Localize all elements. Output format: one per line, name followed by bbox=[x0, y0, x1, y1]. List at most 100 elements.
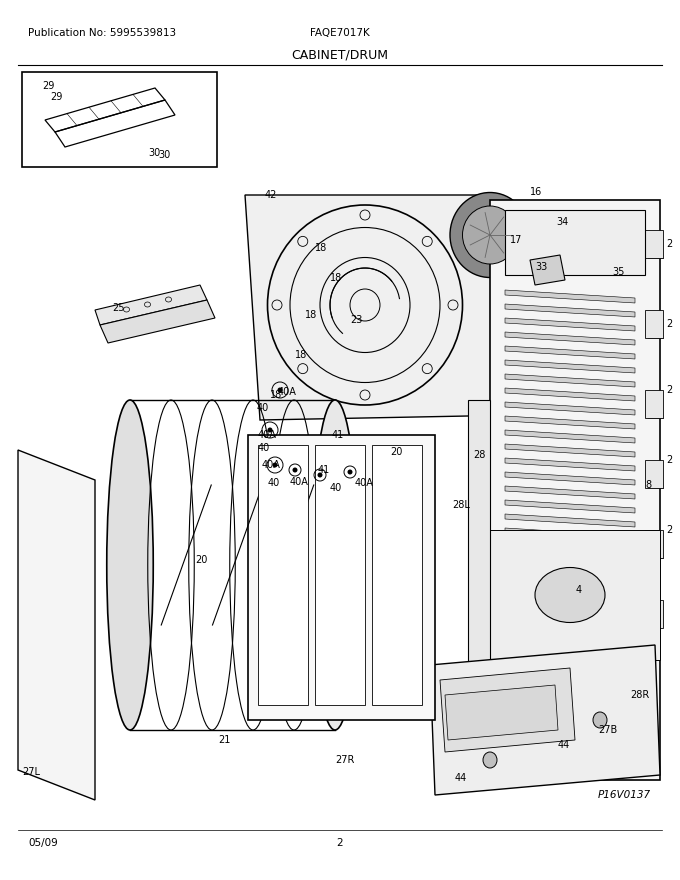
Polygon shape bbox=[505, 304, 635, 317]
Text: 28R: 28R bbox=[630, 690, 649, 700]
Polygon shape bbox=[505, 346, 635, 359]
Ellipse shape bbox=[593, 712, 607, 728]
Polygon shape bbox=[505, 528, 635, 541]
Text: 21: 21 bbox=[218, 735, 231, 745]
Ellipse shape bbox=[311, 400, 358, 730]
Polygon shape bbox=[505, 514, 635, 527]
Text: P16V0137: P16V0137 bbox=[598, 790, 651, 800]
Polygon shape bbox=[445, 685, 558, 740]
Text: 40A: 40A bbox=[278, 387, 297, 397]
Bar bbox=[645, 600, 663, 628]
Polygon shape bbox=[248, 435, 435, 720]
Polygon shape bbox=[505, 640, 635, 653]
Polygon shape bbox=[505, 472, 635, 485]
Text: 4: 4 bbox=[576, 585, 582, 595]
Text: FAQE7017K: FAQE7017K bbox=[310, 28, 370, 38]
Ellipse shape bbox=[483, 752, 497, 768]
Text: 2: 2 bbox=[666, 525, 673, 535]
Text: 17: 17 bbox=[510, 235, 522, 245]
Polygon shape bbox=[505, 402, 635, 415]
Text: 42: 42 bbox=[265, 190, 277, 200]
Text: 2: 2 bbox=[337, 838, 343, 848]
Text: 44: 44 bbox=[455, 773, 467, 783]
Text: 30: 30 bbox=[158, 150, 170, 160]
Polygon shape bbox=[505, 332, 635, 345]
Polygon shape bbox=[505, 444, 635, 457]
Text: 33: 33 bbox=[535, 262, 547, 272]
Text: 25: 25 bbox=[112, 303, 124, 313]
Bar bbox=[645, 310, 663, 338]
Polygon shape bbox=[505, 290, 635, 303]
Polygon shape bbox=[100, 300, 215, 343]
Circle shape bbox=[277, 387, 282, 392]
Polygon shape bbox=[505, 542, 635, 555]
Text: 2: 2 bbox=[666, 319, 673, 329]
Polygon shape bbox=[505, 360, 635, 373]
Polygon shape bbox=[505, 500, 635, 513]
Polygon shape bbox=[18, 450, 95, 800]
Text: 44: 44 bbox=[558, 740, 571, 750]
Text: 05/09: 05/09 bbox=[28, 838, 58, 848]
Text: 29: 29 bbox=[42, 81, 54, 91]
Text: CABINET/DRUM: CABINET/DRUM bbox=[292, 48, 388, 61]
Circle shape bbox=[267, 428, 273, 432]
Polygon shape bbox=[430, 645, 660, 795]
Polygon shape bbox=[505, 598, 635, 611]
Ellipse shape bbox=[450, 193, 530, 277]
Text: 40A: 40A bbox=[355, 478, 374, 488]
Polygon shape bbox=[505, 374, 635, 387]
Circle shape bbox=[347, 470, 352, 474]
Polygon shape bbox=[505, 318, 635, 331]
Text: 18: 18 bbox=[295, 350, 307, 360]
Text: 8: 8 bbox=[645, 480, 651, 490]
Circle shape bbox=[273, 463, 277, 467]
Polygon shape bbox=[505, 458, 635, 471]
Text: 34: 34 bbox=[556, 217, 568, 227]
Polygon shape bbox=[505, 430, 635, 443]
Bar bbox=[645, 390, 663, 418]
Ellipse shape bbox=[535, 568, 605, 622]
Polygon shape bbox=[440, 668, 575, 752]
Text: 23: 23 bbox=[350, 315, 362, 325]
Polygon shape bbox=[245, 195, 520, 420]
Text: 20: 20 bbox=[195, 555, 207, 565]
Text: 20: 20 bbox=[390, 447, 403, 457]
Text: 40: 40 bbox=[330, 483, 342, 493]
Text: 40: 40 bbox=[258, 443, 270, 453]
Polygon shape bbox=[490, 530, 660, 660]
Polygon shape bbox=[505, 626, 635, 639]
Text: 18: 18 bbox=[270, 390, 282, 400]
Text: 40A: 40A bbox=[290, 477, 309, 487]
Text: 40: 40 bbox=[257, 403, 269, 413]
Text: 40A: 40A bbox=[262, 460, 281, 470]
Bar bbox=[645, 530, 663, 558]
Polygon shape bbox=[505, 654, 635, 667]
Text: 27B: 27B bbox=[598, 725, 617, 735]
Text: 2: 2 bbox=[666, 239, 673, 249]
Text: 30: 30 bbox=[148, 148, 160, 158]
Bar bbox=[315, 445, 365, 705]
Text: 18: 18 bbox=[330, 273, 342, 283]
Polygon shape bbox=[505, 556, 635, 569]
Polygon shape bbox=[530, 255, 565, 285]
Bar bbox=[258, 445, 308, 705]
Circle shape bbox=[292, 467, 298, 473]
Text: 18: 18 bbox=[305, 310, 318, 320]
Text: 29: 29 bbox=[50, 92, 63, 102]
Text: 27R: 27R bbox=[335, 755, 354, 765]
Polygon shape bbox=[505, 486, 635, 499]
Bar bbox=[22, 72, 217, 167]
Ellipse shape bbox=[107, 400, 153, 730]
Circle shape bbox=[318, 473, 322, 478]
Text: 27L: 27L bbox=[22, 767, 40, 777]
Text: 2: 2 bbox=[666, 455, 673, 465]
Text: 28L: 28L bbox=[452, 500, 470, 510]
Polygon shape bbox=[95, 285, 207, 325]
Text: Publication No: 5995539813: Publication No: 5995539813 bbox=[28, 28, 176, 38]
Text: 18: 18 bbox=[315, 243, 327, 253]
Polygon shape bbox=[505, 668, 635, 681]
Text: 2: 2 bbox=[666, 385, 673, 395]
Text: 35: 35 bbox=[612, 267, 624, 277]
Text: 16: 16 bbox=[530, 187, 542, 197]
Text: 40: 40 bbox=[268, 478, 280, 488]
